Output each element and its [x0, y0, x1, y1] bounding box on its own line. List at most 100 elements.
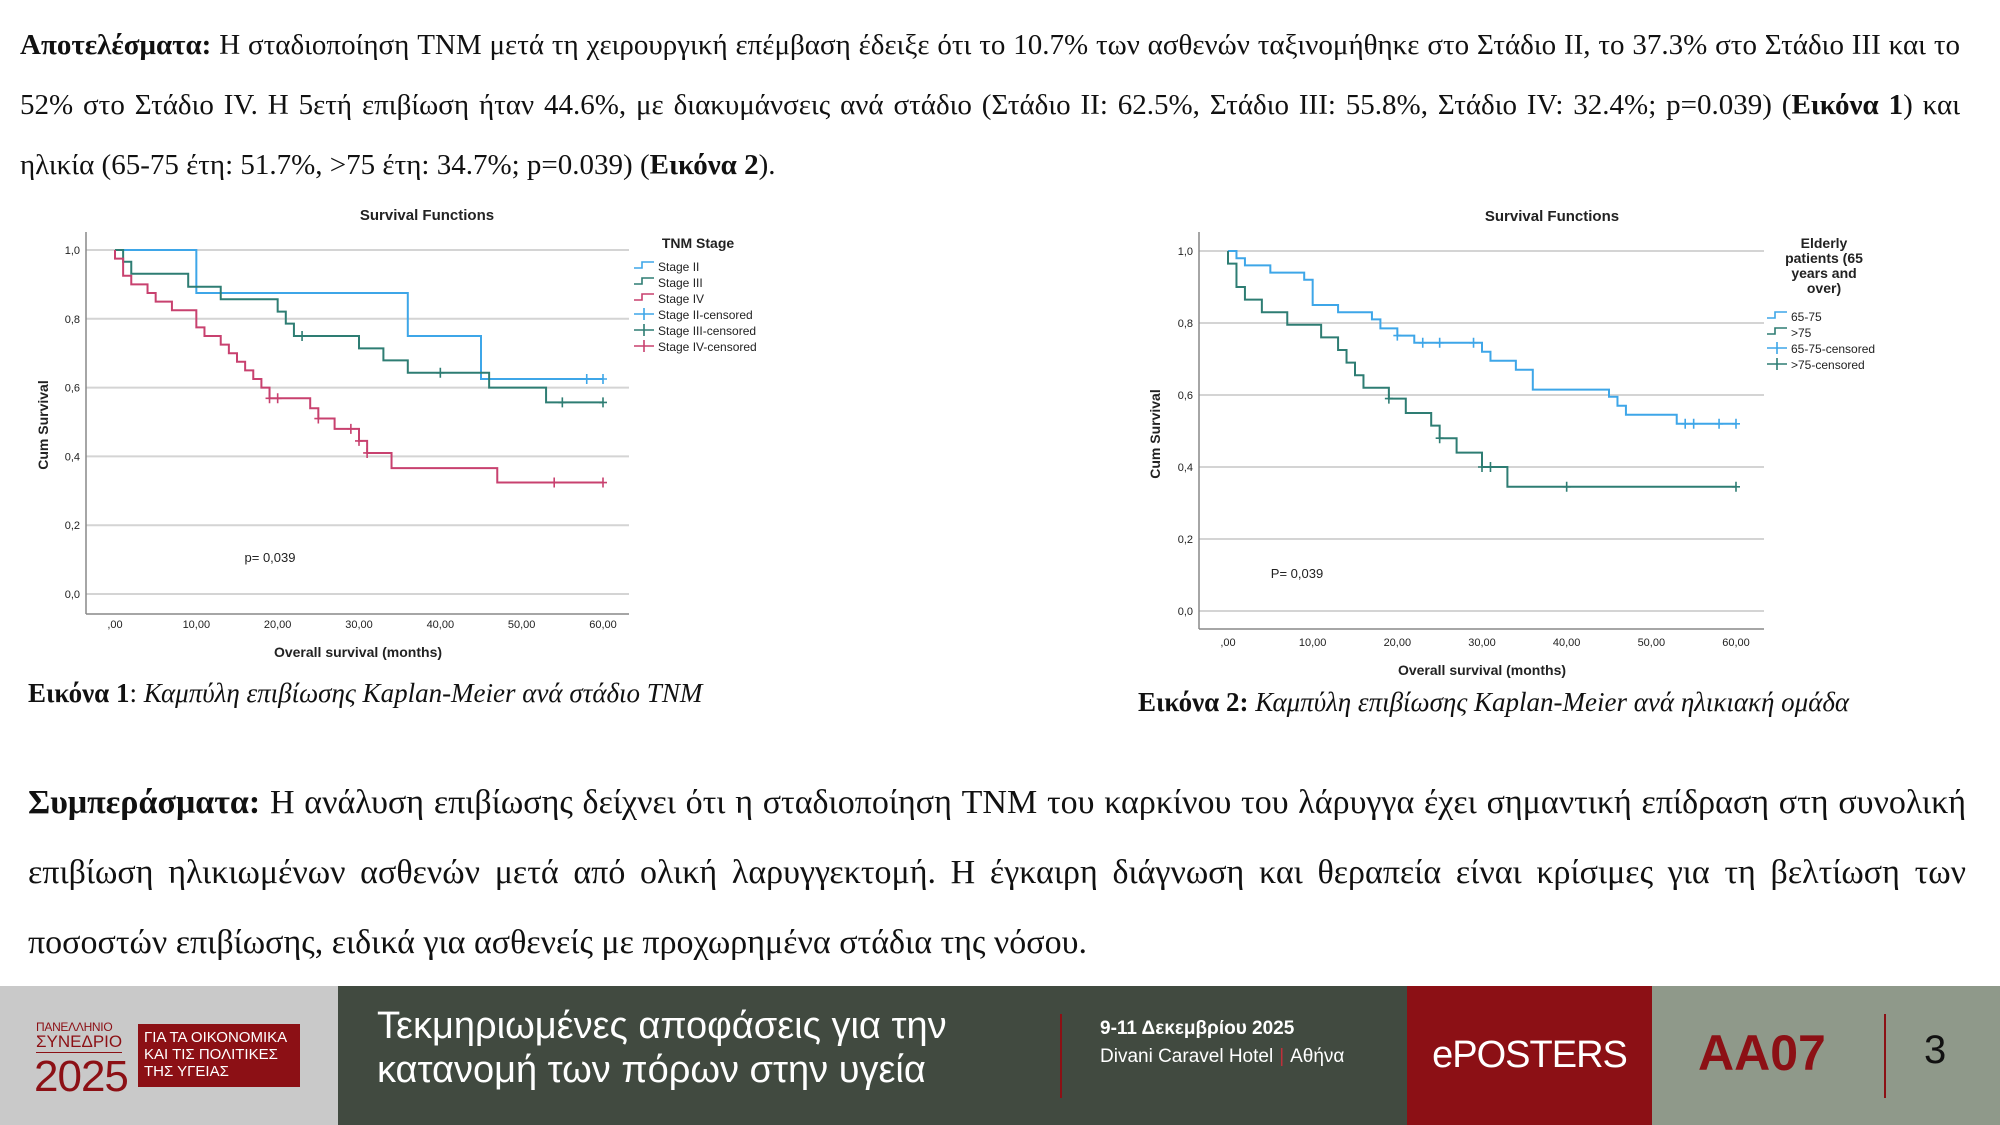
page-number: 3	[1924, 1028, 1947, 1072]
censor-mark	[355, 435, 363, 446]
y-tick-label: 0,0	[1178, 606, 1193, 618]
y-tick-label: 0,0	[65, 589, 80, 601]
poster-code-block: AA07 3	[1652, 986, 2000, 1125]
footer-banner: ΠΑΝΕΛΛΗΝΙΟ ΣΥΝΕΔΡΙΟ 2025 ΓΙΑ ΤΑ ΟΙΚΟΝΟΜΙ…	[0, 986, 2000, 1125]
conference-date: 9-11 Δεκεμβρίου 2025	[1100, 1018, 1295, 1039]
x-tick-label: 60,00	[1722, 637, 1750, 649]
legend-item: 65-75	[1791, 310, 1822, 324]
legend-item: Stage III	[658, 276, 703, 290]
figure-ref-1: Εικόνα 1	[1791, 89, 1904, 121]
censor-mark	[363, 447, 372, 458]
censor-mark	[265, 393, 274, 404]
venue-city: Αθήνα	[1290, 1046, 1345, 1067]
conference-venue: Divani Caravel Hotel | Αθήνα	[1100, 1046, 1345, 1067]
censor-mark	[298, 331, 307, 341]
x-tick-label: 50,00	[1638, 637, 1666, 649]
censor-mark	[1435, 337, 1444, 348]
conference-logo: ΠΑΝΕΛΛΗΝΙΟ ΣΥΝΕΔΡΙΟ 2025 ΓΙΑ ΤΑ ΟΙΚΟΝΟΜΙ…	[0, 986, 338, 1125]
censor-mark	[273, 393, 282, 404]
km-chart-age-group: 0,0 0,2 0,4 0,6 0,8 1,0 ,00 10,00 20,00 30,00 40,0…	[1147, 208, 1875, 678]
legend-title: over)	[1807, 280, 1841, 296]
logo-mid-text: ΣΥΝΕΔΡΙΟ	[36, 1032, 123, 1053]
y-tick-label: 0,4	[1178, 462, 1193, 474]
y-axis-label: Cum Survival	[35, 380, 51, 469]
results-text: ).	[758, 149, 776, 181]
x-tick-label: 60,00	[589, 619, 617, 631]
legend-title: TNM Stage	[662, 235, 735, 251]
legend-title: patients (65	[1785, 250, 1863, 266]
legend-item: Stage IV-censored	[658, 340, 757, 354]
legend-line-icon	[1767, 311, 1787, 319]
results-paragraph: Αποτελέσματα: Η σταδιοποίηση TNM μετά τη…	[20, 15, 1960, 195]
caption-sep: :	[129, 678, 144, 708]
p-value-annotation: P= 0,039	[1271, 566, 1323, 581]
results-text: Η σταδιοποίηση TNM μετά τη χειρουργική ε…	[20, 29, 1960, 121]
caption-label: Εικόνα 2:	[1138, 687, 1249, 717]
logo-box-line: ΤΗΣ ΥΓΕΙΑΣ	[144, 1063, 229, 1080]
x-tick-label: 30,00	[345, 619, 373, 631]
legend-line-icon	[634, 277, 654, 285]
censor-mark	[558, 397, 567, 408]
p-value-annotation: p= 0,039	[245, 550, 296, 565]
divider	[1060, 1014, 1062, 1098]
legend-censor-icon	[634, 308, 654, 320]
legend-item: 65-75-censored	[1791, 342, 1875, 356]
x-tick-label: 50,00	[508, 619, 536, 631]
survival-curve-Stage III	[115, 249, 603, 404]
x-axis-label: Overall survival (months)	[1398, 662, 1566, 678]
conclusions-label: Συμπεράσματα:	[28, 784, 261, 821]
legend-item: Stage II-censored	[658, 308, 753, 322]
legend-item: >75-censored	[1791, 358, 1865, 372]
x-tick-label: ,00	[1220, 637, 1235, 649]
figure-ref-2: Εικόνα 2	[649, 149, 759, 181]
y-tick-label: 0,6	[65, 383, 80, 395]
censor-mark	[346, 423, 355, 434]
legend-item: >75	[1791, 326, 1812, 340]
censor-mark	[1486, 462, 1495, 472]
title-line: Τεκμηριωμένες αποφάσεις για την	[377, 1005, 947, 1047]
poster-code: AA07	[1698, 1025, 1826, 1081]
legend-title: Elderly	[1801, 235, 1848, 251]
censor-mark	[1469, 337, 1478, 348]
censor-mark	[1478, 462, 1486, 472]
logo-top-text: ΠΑΝΕΛΛΗΝΙΟ	[36, 1020, 113, 1034]
x-tick-label: 20,00	[264, 619, 292, 631]
eposters-label: ePOSTERS	[1407, 986, 1652, 1125]
censor-mark	[1562, 481, 1571, 492]
logo-box-line: ΓΙΑ ΤΑ ΟΙΚΟΝΟΜΙΚΑ	[144, 1029, 288, 1046]
censor-mark	[1681, 418, 1690, 429]
caption-label: Εικόνα 1	[28, 678, 130, 708]
conclusions-paragraph: Συμπεράσματα: Η ανάλυση επιβίωσης δείχνε…	[28, 768, 1966, 978]
divider	[1884, 1014, 1886, 1098]
legend-censor-icon	[634, 340, 654, 352]
censor-mark	[599, 477, 607, 488]
legend-item: Stage II	[658, 260, 699, 274]
censor-mark	[314, 413, 323, 424]
legend-item: Stage IV	[658, 292, 704, 306]
conference-title-block: Τεκμηριωμένες αποφάσεις για την κατανομή …	[338, 986, 1407, 1125]
legend-line-icon	[634, 261, 654, 269]
logo-year: 2025	[34, 1052, 129, 1101]
logo-box: ΓΙΑ ΤΑ ΟΙΚΟΝΟΜΙΚΑ ΚΑΙ ΤΙΣ ΠΟΛΙΤΙΚΕΣ ΤΗΣ …	[138, 1024, 300, 1087]
y-tick-label: 0,2	[1178, 534, 1193, 546]
y-tick-label: 0,2	[65, 520, 80, 532]
x-tick-label: 10,00	[1299, 637, 1327, 649]
censor-mark	[1435, 433, 1444, 444]
y-tick-label: 0,6	[1178, 390, 1193, 402]
x-tick-label: 40,00	[1553, 637, 1581, 649]
figure-caption-2: Εικόνα 2: Καμπύλη επιβίωσης Kaplan-Meier…	[1138, 687, 1849, 718]
caption-text: Καμπύλη επιβίωσης Kaplan-Meier ανά ηλικι…	[1248, 687, 1850, 717]
legend-line-icon	[1767, 327, 1787, 335]
chart-title: Survival Functions	[1485, 208, 1619, 225]
censor-mark	[436, 367, 445, 378]
y-tick-label: 0,8	[1178, 318, 1193, 330]
censor-mark	[1732, 481, 1740, 492]
x-tick-label: 30,00	[1468, 637, 1496, 649]
x-tick-label: ,00	[107, 619, 122, 631]
survival-curve->75	[1227, 251, 1736, 488]
x-axis-label: Overall survival (months)	[274, 644, 442, 660]
censor-mark	[1715, 418, 1724, 429]
logo-box-line: ΚΑΙ ΤΙΣ ΠΟΛΙΤΙΚΕΣ	[144, 1046, 278, 1063]
legend-censor-icon	[634, 324, 654, 336]
censor-mark	[1732, 418, 1740, 429]
